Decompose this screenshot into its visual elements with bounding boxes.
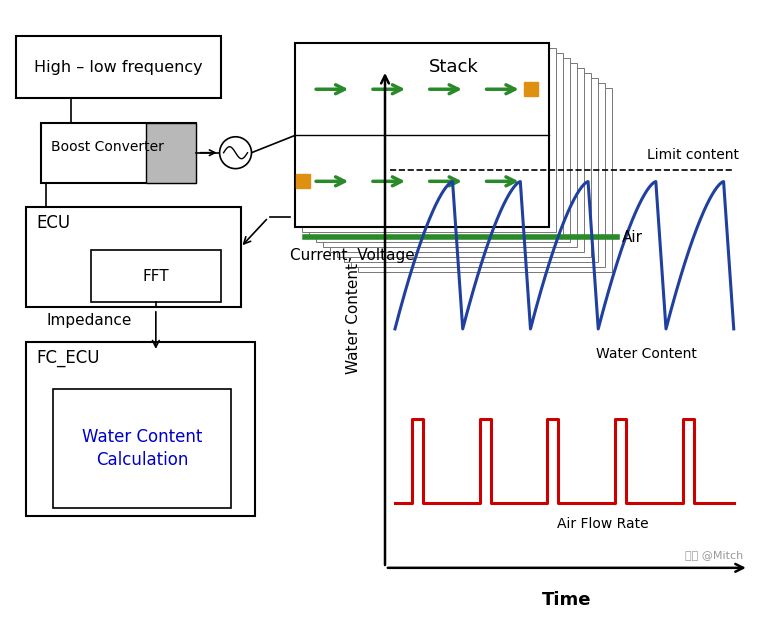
Text: Stack: Stack [429, 58, 478, 76]
Bar [358, 88, 612, 272]
Text: ECU: ECU [36, 214, 70, 233]
Text: Boost Converter: Boost Converter [51, 139, 164, 154]
Text: FC_ECU: FC_ECU [36, 349, 100, 366]
Text: Air: Air [622, 230, 643, 245]
Bar [351, 83, 605, 267]
Circle shape [220, 137, 251, 168]
Text: FFT: FFT [142, 268, 169, 284]
Bar [295, 43, 550, 228]
Bar [316, 58, 570, 242]
Text: Current, Voltage: Current, Voltage [291, 248, 415, 263]
Bar [337, 73, 591, 257]
Text: Air Flow Rate: Air Flow Rate [557, 517, 649, 531]
Text: Time: Time [542, 590, 591, 609]
Bar [302, 48, 557, 233]
Bar [309, 53, 564, 238]
Bar [26, 342, 255, 516]
Text: Water Content: Water Content [597, 347, 697, 361]
Bar [344, 78, 598, 262]
Bar [53, 389, 230, 508]
Bar [330, 68, 584, 252]
Text: 知乎 @Mitch: 知乎 @Mitch [686, 550, 744, 560]
Text: Limit content: Limit content [647, 147, 739, 162]
Text: Water Content: Water Content [346, 263, 361, 375]
Bar [91, 251, 220, 302]
Text: Water Content
Calculation: Water Content Calculation [82, 428, 202, 469]
Bar [41, 123, 196, 183]
Bar [16, 36, 220, 98]
Bar [323, 63, 577, 247]
Text: High – low frequency: High – low frequency [34, 60, 203, 75]
Bar [146, 123, 196, 183]
Bar [26, 207, 240, 307]
Text: Impedance: Impedance [46, 313, 131, 328]
